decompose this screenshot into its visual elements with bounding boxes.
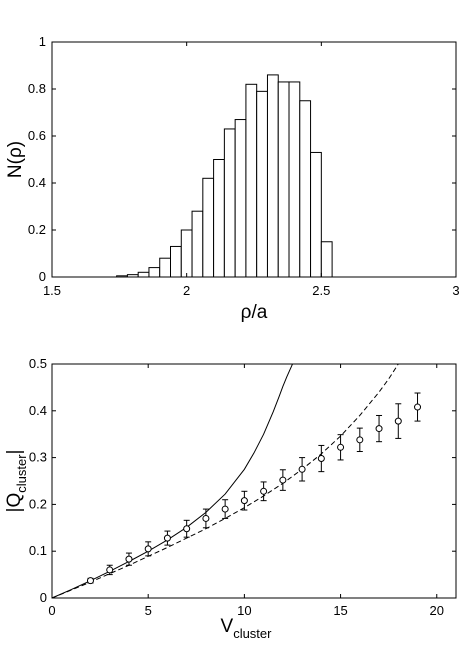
y-tick-label: 0.8 [28, 81, 46, 96]
data-point [337, 443, 345, 451]
data-points [86, 392, 422, 585]
y-tick-label: 0.2 [29, 496, 47, 511]
x-tick-label: 20 [430, 603, 444, 618]
histogram-bar [266, 74, 279, 278]
histogram-bars [116, 74, 333, 278]
histogram-bar [288, 81, 301, 278]
histogram-bar [137, 271, 150, 278]
x-tick-label: 3 [452, 283, 459, 298]
data-point [279, 476, 287, 484]
histogram-x-axis-label: ρ/a [241, 302, 268, 323]
data-point [414, 403, 422, 411]
histogram-axes-box [51, 41, 457, 278]
data-point [375, 425, 383, 433]
data-point [260, 487, 268, 495]
histogram-bar [277, 81, 290, 278]
data-point [163, 534, 171, 542]
y-tick-label: 0.4 [28, 175, 46, 190]
y-tick-label: 0.4 [29, 403, 47, 418]
theory-curves [51, 363, 399, 599]
data-point [106, 566, 114, 574]
y-tick-label: 1 [39, 34, 46, 49]
data-point [240, 497, 248, 505]
cluster-charge-panel: 0 5 10 15 20 00.10.20.30.40.5 Vcluster |Qclu… [4, 356, 457, 641]
data-point [144, 545, 152, 553]
y-tick-label: 0.2 [28, 222, 46, 237]
cluster-axes-box [51, 363, 457, 599]
cluster-x-axis-label: Vcluster [221, 616, 273, 641]
x-tick-label: 2.5 [312, 283, 330, 298]
cluster-x-ticks: 0 5 10 15 20 [48, 364, 444, 618]
data-point [202, 514, 210, 522]
data-point [356, 436, 364, 444]
cluster-y-axis-label: |Qcluster| [4, 450, 29, 513]
histogram-bar [180, 229, 193, 278]
dashed-curve [51, 363, 399, 599]
histogram-y-axis-label: N(ρ) [5, 141, 26, 178]
data-point [317, 455, 325, 463]
histogram-bar [310, 151, 322, 278]
y-tick-label: 0.3 [29, 450, 47, 465]
data-point [298, 465, 306, 473]
histogram-bar [299, 100, 312, 278]
histogram-bar [159, 257, 172, 278]
data-point [125, 555, 133, 563]
histogram-bar [223, 128, 236, 278]
y-tick-label: 0 [40, 590, 47, 605]
histogram-bar [148, 267, 161, 278]
x-tick-label: 0 [48, 603, 55, 618]
histogram-bar [202, 177, 215, 278]
solid-curve [51, 363, 293, 599]
y-label-suffix: | [4, 450, 25, 455]
y-tick-label: 0.6 [28, 128, 46, 143]
histogram-bar [170, 245, 182, 278]
histogram-bar [213, 159, 225, 278]
x-tick-label: 5 [145, 603, 152, 618]
histogram-bar [245, 83, 258, 278]
y-tick-label: 0 [39, 269, 46, 284]
y-label-subscript: cluster [14, 454, 29, 493]
y-tick-label: 0.5 [29, 356, 47, 371]
data-point [86, 577, 94, 585]
histogram-y-ticks: 0 0.2 0.4 0.6 0.8 1 [28, 34, 456, 284]
x-tick-label: 1.5 [43, 283, 61, 298]
x-label-subscript: cluster [233, 626, 272, 641]
histogram-panel: 1.5 2 2.5 3 0 0.2 0.4 0.6 0.8 1 ρ/a N(ρ) [5, 34, 460, 323]
histogram-x-ticks: 1.5 2 2.5 3 [43, 42, 460, 298]
data-point [221, 505, 229, 513]
cluster-y-ticks: 0 0.1 0.2 0.3 0.4 0.5 [29, 356, 456, 605]
x-tick-label: 15 [333, 603, 347, 618]
data-point [394, 417, 402, 425]
histogram-bar [256, 90, 268, 278]
y-label-prefix: |Q [4, 493, 25, 513]
histogram-bar [320, 241, 333, 278]
x-tick-label: 2 [183, 283, 190, 298]
histogram-bar [191, 210, 204, 278]
histogram-bar [234, 119, 247, 278]
y-tick-label: 0.1 [29, 543, 47, 558]
x-tick-label: 10 [237, 603, 251, 618]
data-point [183, 525, 191, 533]
x-label-main: V [221, 616, 234, 637]
